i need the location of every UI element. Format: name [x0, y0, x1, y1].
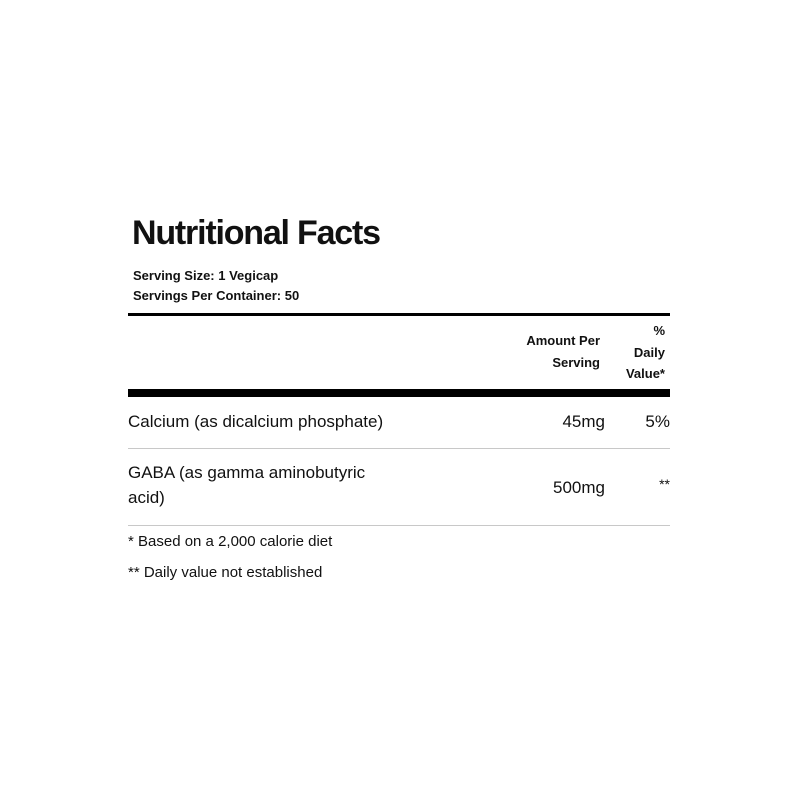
page-title: Nutritional Facts	[132, 214, 381, 252]
nutrient-amount: 500mg	[553, 478, 605, 497]
amount-per-serving-header: Amount Per Serving	[480, 330, 600, 373]
footnote: ** Daily value not established	[128, 564, 323, 581]
serving-size: Serving Size: 1 Vegicap	[133, 268, 279, 283]
dv-header-line3: Value*	[625, 366, 665, 381]
top-divider	[128, 313, 670, 316]
nutrient-amount: 45mg	[562, 412, 605, 431]
daily-value-header: % Daily Value*	[605, 320, 665, 385]
nutrient-daily-value: 5%	[645, 412, 670, 431]
header-divider	[128, 389, 670, 397]
dv-header-line2: Daily	[633, 344, 665, 360]
nutrient-name-line2: acid)	[128, 488, 165, 507]
row-divider	[128, 448, 670, 449]
footnote: * Based on a 2,000 calorie diet	[128, 533, 333, 550]
nutrient-name: Calcium (as dicalcium phosphate)	[128, 412, 384, 431]
servings-per-container: Servings Per Container: 50	[133, 288, 300, 303]
amount-header-line1: Amount Per	[526, 333, 600, 348]
row-divider	[128, 525, 670, 526]
nutrient-daily-value: **	[659, 476, 670, 492]
nutrient-name-line1: GABA (as gamma aminobutyric	[128, 463, 366, 482]
dv-header-line1: %	[653, 323, 665, 338]
amount-header-line2: Serving	[552, 354, 600, 370]
